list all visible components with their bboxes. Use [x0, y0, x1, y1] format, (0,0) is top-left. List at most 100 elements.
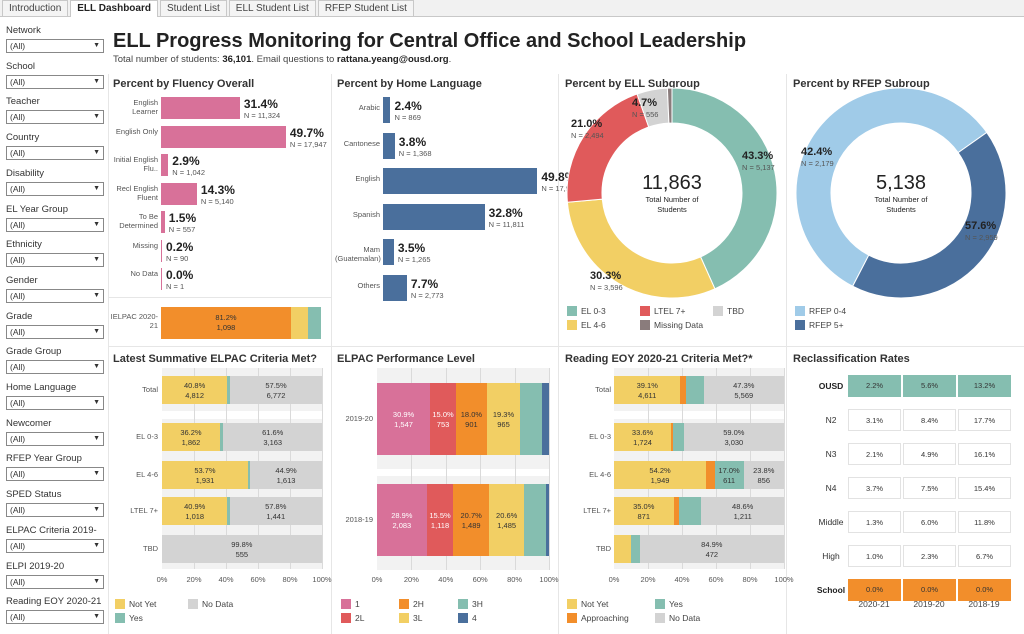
legend-item-el-4-6[interactable]: EL 4-6 — [567, 320, 606, 330]
home-language-bar[interactable] — [383, 203, 485, 230]
reading-segment[interactable] — [639, 535, 784, 563]
reclass-cell[interactable]: 15.4% — [958, 477, 1011, 499]
reading-segment[interactable] — [614, 535, 631, 563]
rfep-subgroup-slice-rfep-5-[interactable] — [852, 131, 1007, 299]
reading-segment[interactable] — [701, 497, 784, 525]
fluency-bar[interactable] — [161, 125, 286, 148]
performance-segment[interactable] — [486, 383, 521, 455]
reclass-cell[interactable]: 0.0% — [848, 579, 901, 601]
legend-item-yes[interactable]: Yes — [655, 599, 683, 609]
reclass-cell[interactable]: 3.1% — [848, 409, 901, 431]
filter-dropdown-elpi-2019-20[interactable]: (All) ▼ — [6, 574, 104, 589]
reading-segment[interactable] — [683, 423, 784, 451]
legend-item-ltel-7-[interactable]: LTEL 7+ — [640, 306, 685, 316]
summative-segment[interactable] — [250, 461, 322, 489]
performance-segment[interactable] — [377, 383, 431, 455]
rfep-subgroup-slice-rfep-0-4[interactable] — [795, 87, 988, 287]
reading-segment[interactable] — [714, 461, 744, 489]
reading-segment[interactable] — [671, 423, 674, 451]
filter-dropdown-country[interactable]: (All) ▼ — [6, 146, 104, 161]
home-language-bar[interactable] — [383, 274, 407, 301]
summative-segment[interactable] — [162, 423, 220, 451]
summative-segment[interactable] — [227, 497, 230, 525]
ell-subgroup-slice-el-0-3[interactable] — [671, 87, 778, 290]
reading-segment[interactable] — [703, 376, 784, 404]
fluency-bar[interactable] — [161, 268, 162, 290]
performance-segment[interactable] — [426, 484, 454, 556]
summative-segment[interactable] — [229, 497, 322, 525]
reclass-cell[interactable]: 6.0% — [903, 511, 956, 533]
summative-segment[interactable] — [162, 376, 228, 404]
reading-segment[interactable] — [631, 535, 640, 563]
legend-item-not-yet[interactable]: Not Yet — [567, 599, 608, 609]
reclass-cell[interactable]: 13.2% — [958, 375, 1011, 397]
filter-dropdown-el-year-group[interactable]: (All) ▼ — [6, 217, 104, 232]
reclass-cell[interactable]: 11.8% — [958, 511, 1011, 533]
performance-segment[interactable] — [453, 484, 489, 556]
performance-segment[interactable] — [542, 383, 549, 455]
reading-segment[interactable] — [614, 423, 672, 451]
home-language-bar[interactable] — [383, 239, 394, 265]
reclass-cell[interactable]: 4.9% — [903, 443, 956, 465]
reading-segment[interactable] — [614, 497, 674, 525]
filter-dropdown-home-language[interactable]: (All) ▼ — [6, 396, 104, 410]
filter-dropdown-grade[interactable]: (All) ▼ — [6, 324, 104, 339]
ell-subgroup-slice-missing-data[interactable] — [666, 87, 673, 124]
filter-dropdown-rfep-year-group[interactable]: (All) ▼ — [6, 467, 104, 482]
reclass-cell[interactable]: 8.4% — [903, 409, 956, 431]
reclass-cell[interactable]: 7.5% — [903, 477, 956, 499]
performance-segment[interactable] — [488, 484, 525, 556]
reading-segment[interactable] — [706, 461, 715, 489]
legend-item-rfep-0-4[interactable]: RFEP 0-4 — [795, 306, 846, 316]
filter-dropdown-teacher[interactable]: (All) ▼ — [6, 110, 104, 125]
filter-dropdown-disability[interactable]: (All) ▼ — [6, 181, 104, 196]
tab-student-list[interactable]: Student List — [159, 0, 227, 16]
summative-segment[interactable] — [162, 461, 248, 489]
fluency-bar[interactable] — [161, 182, 197, 205]
tab-ell-student-list[interactable]: ELL Student List — [228, 0, 316, 16]
reclass-cell[interactable]: 1.3% — [848, 511, 901, 533]
filter-dropdown-ethnicity[interactable]: (All) ▼ — [6, 253, 104, 268]
reading-segment[interactable] — [743, 461, 784, 489]
performance-segment[interactable] — [430, 383, 456, 455]
filter-dropdown-grade-group[interactable]: (All) ▼ — [6, 360, 104, 375]
reading-segment[interactable] — [680, 376, 687, 404]
summative-segment[interactable] — [247, 461, 251, 489]
legend-item-rfep-5-[interactable]: RFEP 5+ — [795, 320, 844, 330]
filter-dropdown-sped-status[interactable]: (All) ▼ — [6, 503, 104, 518]
reading-segment[interactable] — [679, 497, 702, 525]
reclass-cell[interactable]: 2.2% — [848, 375, 901, 397]
legend-item-no-data[interactable]: No Data — [655, 613, 700, 623]
performance-segment[interactable] — [455, 383, 487, 455]
tab-introduction[interactable]: Introduction — [2, 0, 69, 16]
summative-segment[interactable] — [227, 376, 230, 404]
fluency-bar[interactable] — [161, 97, 240, 119]
reclass-cell[interactable]: 3.7% — [848, 477, 901, 499]
reading-segment[interactable] — [686, 376, 704, 404]
filter-dropdown-network[interactable]: (All) ▼ — [6, 39, 104, 53]
reclass-cell[interactable]: 16.1% — [958, 443, 1011, 465]
legend-item-3l[interactable]: 3L — [399, 613, 422, 623]
legend-item-tbd[interactable]: TBD — [713, 306, 744, 316]
legend-item-not-yet[interactable]: Not Yet — [115, 599, 156, 609]
summative-segment[interactable] — [230, 376, 322, 404]
home-language-bar[interactable] — [383, 132, 395, 159]
filter-dropdown-elpac-criteria-2019-20[interactable]: (All) ▼ — [6, 538, 104, 553]
performance-segment[interactable] — [545, 484, 549, 556]
filter-dropdown-reading-eoy-2020-21[interactable]: (All) ▼ — [6, 610, 104, 625]
performance-segment[interactable] — [520, 383, 543, 455]
reading-segment[interactable] — [673, 497, 680, 525]
legend-item-el-0-3[interactable]: EL 0-3 — [567, 306, 606, 316]
summative-segment[interactable] — [223, 423, 322, 451]
legend-item-missing-data[interactable]: Missing Data — [640, 320, 703, 330]
tab-rfep-student-list[interactable]: RFEP Student List — [317, 0, 414, 16]
reclass-cell[interactable]: 0.0% — [958, 579, 1011, 601]
iel-segment[interactable] — [290, 307, 308, 339]
tab-ell-dashboard[interactable]: ELL Dashboard — [70, 0, 158, 17]
reclass-cell[interactable]: 5.6% — [903, 375, 956, 397]
home-language-bar[interactable] — [383, 168, 538, 194]
legend-item-approaching[interactable]: Approaching — [567, 613, 629, 623]
performance-segment[interactable] — [524, 484, 546, 556]
reclass-cell[interactable]: 2.3% — [903, 545, 956, 567]
reclass-cell[interactable]: 1.0% — [848, 545, 901, 567]
